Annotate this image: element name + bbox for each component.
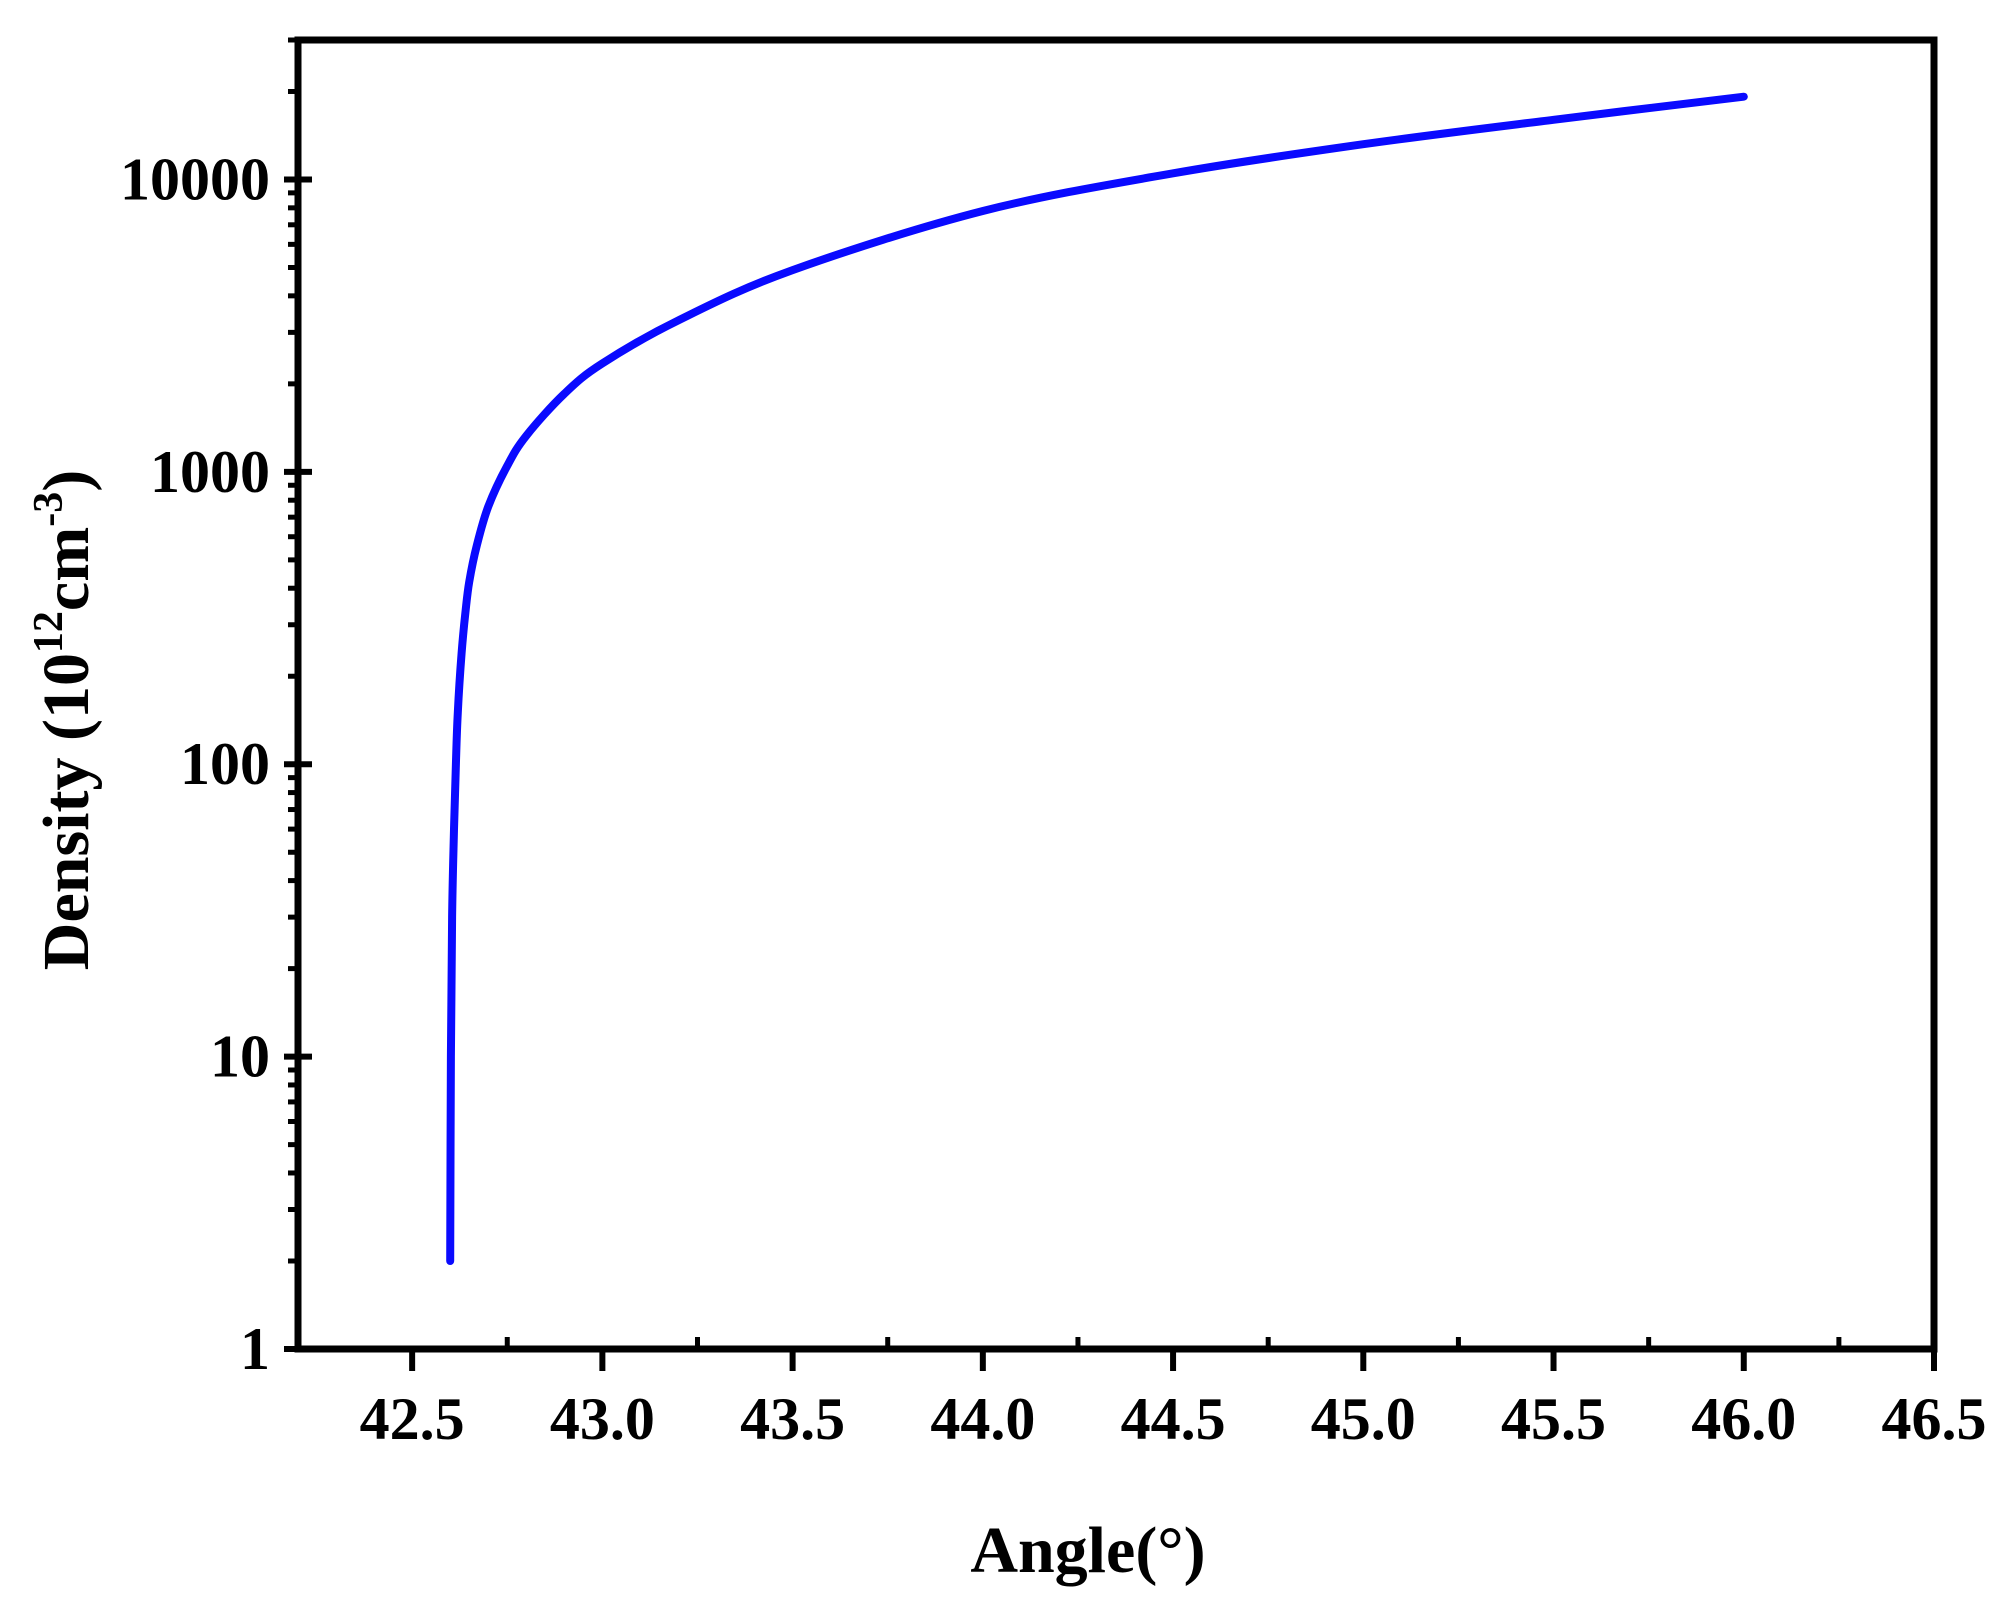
x-tick-labels: 42.5 43.0 43.5 44.0 44.5 45.0 45.5 46.0 46.5 xyxy=(360,1386,1987,1452)
y-axis-title-exp2: -3 xyxy=(26,492,72,527)
x-tick-label: 42.5 xyxy=(360,1386,465,1452)
y-tick-label: 10000 xyxy=(120,146,270,212)
x-tick-label: 43.5 xyxy=(740,1386,845,1452)
x-tick-label: 45.0 xyxy=(1311,1386,1416,1452)
x-tick-label: 44.5 xyxy=(1121,1386,1226,1452)
plot-frame xyxy=(294,36,1938,1353)
y-tick-label: 1000 xyxy=(150,439,270,505)
y-axis-title-unit: cm xyxy=(30,527,103,611)
y-axis-title: Density (1012cm-3) xyxy=(26,470,103,970)
density-curve xyxy=(446,92,1748,1265)
y-axis-title-suffix: ) xyxy=(30,470,103,492)
x-tick-label: 44.0 xyxy=(930,1386,1035,1452)
y-tick-label: 1 xyxy=(240,1316,270,1382)
axis-ticks xyxy=(284,37,1937,1371)
x-tick-label: 46.0 xyxy=(1691,1386,1796,1452)
x-tick-label: 45.5 xyxy=(1501,1386,1606,1452)
y-tick-label: 100 xyxy=(180,731,270,797)
x-tick-label: 43.0 xyxy=(550,1386,655,1452)
x-tick-label: 46.5 xyxy=(1882,1386,1987,1452)
y-tick-labels: 1 10 100 1000 10000 xyxy=(120,146,270,1382)
y-tick-label: 10 xyxy=(210,1024,270,1090)
x-axis-title: Angle(°) xyxy=(970,1514,1205,1587)
y-axis-title-exp1: 12 xyxy=(26,611,72,653)
y-axis-title-prefix: Density (10 xyxy=(30,653,103,970)
